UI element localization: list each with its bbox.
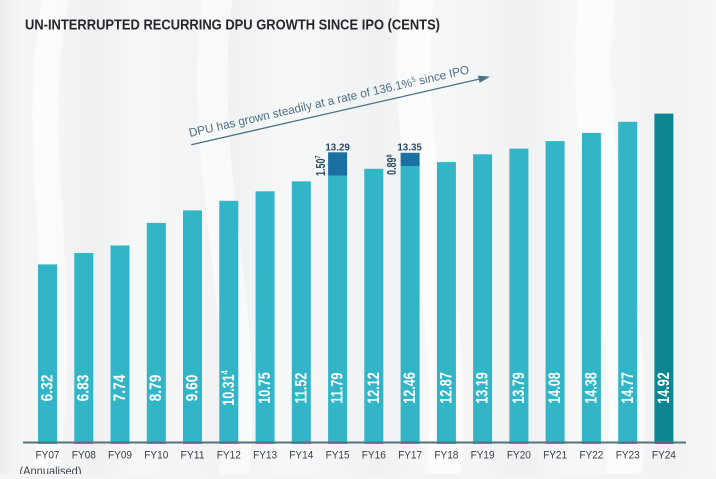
svg-text:13.79: 13.79	[509, 372, 528, 404]
svg-text:10.314: 10.314	[219, 370, 238, 406]
svg-text:0.898: 0.898	[385, 154, 399, 175]
svg-text:11.52: 11.52	[292, 373, 311, 404]
svg-text:FY21: FY21	[543, 450, 567, 462]
svg-text:13.35: 13.35	[397, 141, 422, 153]
svg-text:7.74: 7.74	[111, 374, 130, 401]
svg-text:12.87: 12.87	[437, 372, 456, 404]
svg-text:FY08: FY08	[72, 450, 96, 462]
svg-text:FY10: FY10	[144, 450, 168, 462]
svg-text:UN-INTERRUPTED RECURRING DPU G: UN-INTERRUPTED RECURRING DPU GROWTH SINC…	[25, 18, 440, 34]
svg-text:FY23: FY23	[616, 450, 640, 462]
svg-text:14.92: 14.92	[654, 372, 673, 404]
svg-text:6.32: 6.32	[38, 375, 57, 402]
svg-text:FY15: FY15	[326, 450, 350, 462]
svg-text:14.08: 14.08	[545, 372, 564, 404]
svg-text:14.38: 14.38	[582, 372, 601, 404]
svg-text:6.83: 6.83	[74, 374, 93, 401]
svg-text:FY24: FY24	[652, 450, 676, 462]
svg-text:FY18: FY18	[434, 450, 458, 462]
svg-text:FY14: FY14	[289, 450, 313, 462]
svg-text:12.12: 12.12	[364, 372, 383, 404]
svg-text:FY19: FY19	[471, 450, 495, 462]
svg-text:FY11: FY11	[181, 450, 205, 462]
svg-text:8.79: 8.79	[147, 374, 166, 401]
svg-text:10.75: 10.75	[255, 372, 274, 404]
svg-text:FY12: FY12	[217, 450, 241, 462]
svg-text:FY09: FY09	[108, 450, 132, 462]
svg-text:11.79: 11.79	[328, 373, 347, 404]
svg-text:FY17: FY17	[398, 450, 422, 462]
svg-text:FY13: FY13	[253, 450, 277, 462]
svg-text:14.77: 14.77	[618, 372, 637, 404]
svg-text:13.29: 13.29	[325, 141, 350, 153]
svg-text:FY16: FY16	[362, 450, 386, 462]
svg-text:FY22: FY22	[579, 450, 603, 462]
svg-text:12.46: 12.46	[400, 372, 419, 404]
svg-text:(Annualised): (Annualised)	[20, 464, 82, 474]
svg-text:FY20: FY20	[507, 450, 531, 462]
svg-text:1.507: 1.507	[314, 155, 328, 176]
svg-text:FY07: FY07	[36, 450, 60, 462]
svg-text:9.60: 9.60	[183, 375, 202, 402]
svg-text:13.19: 13.19	[473, 372, 492, 404]
